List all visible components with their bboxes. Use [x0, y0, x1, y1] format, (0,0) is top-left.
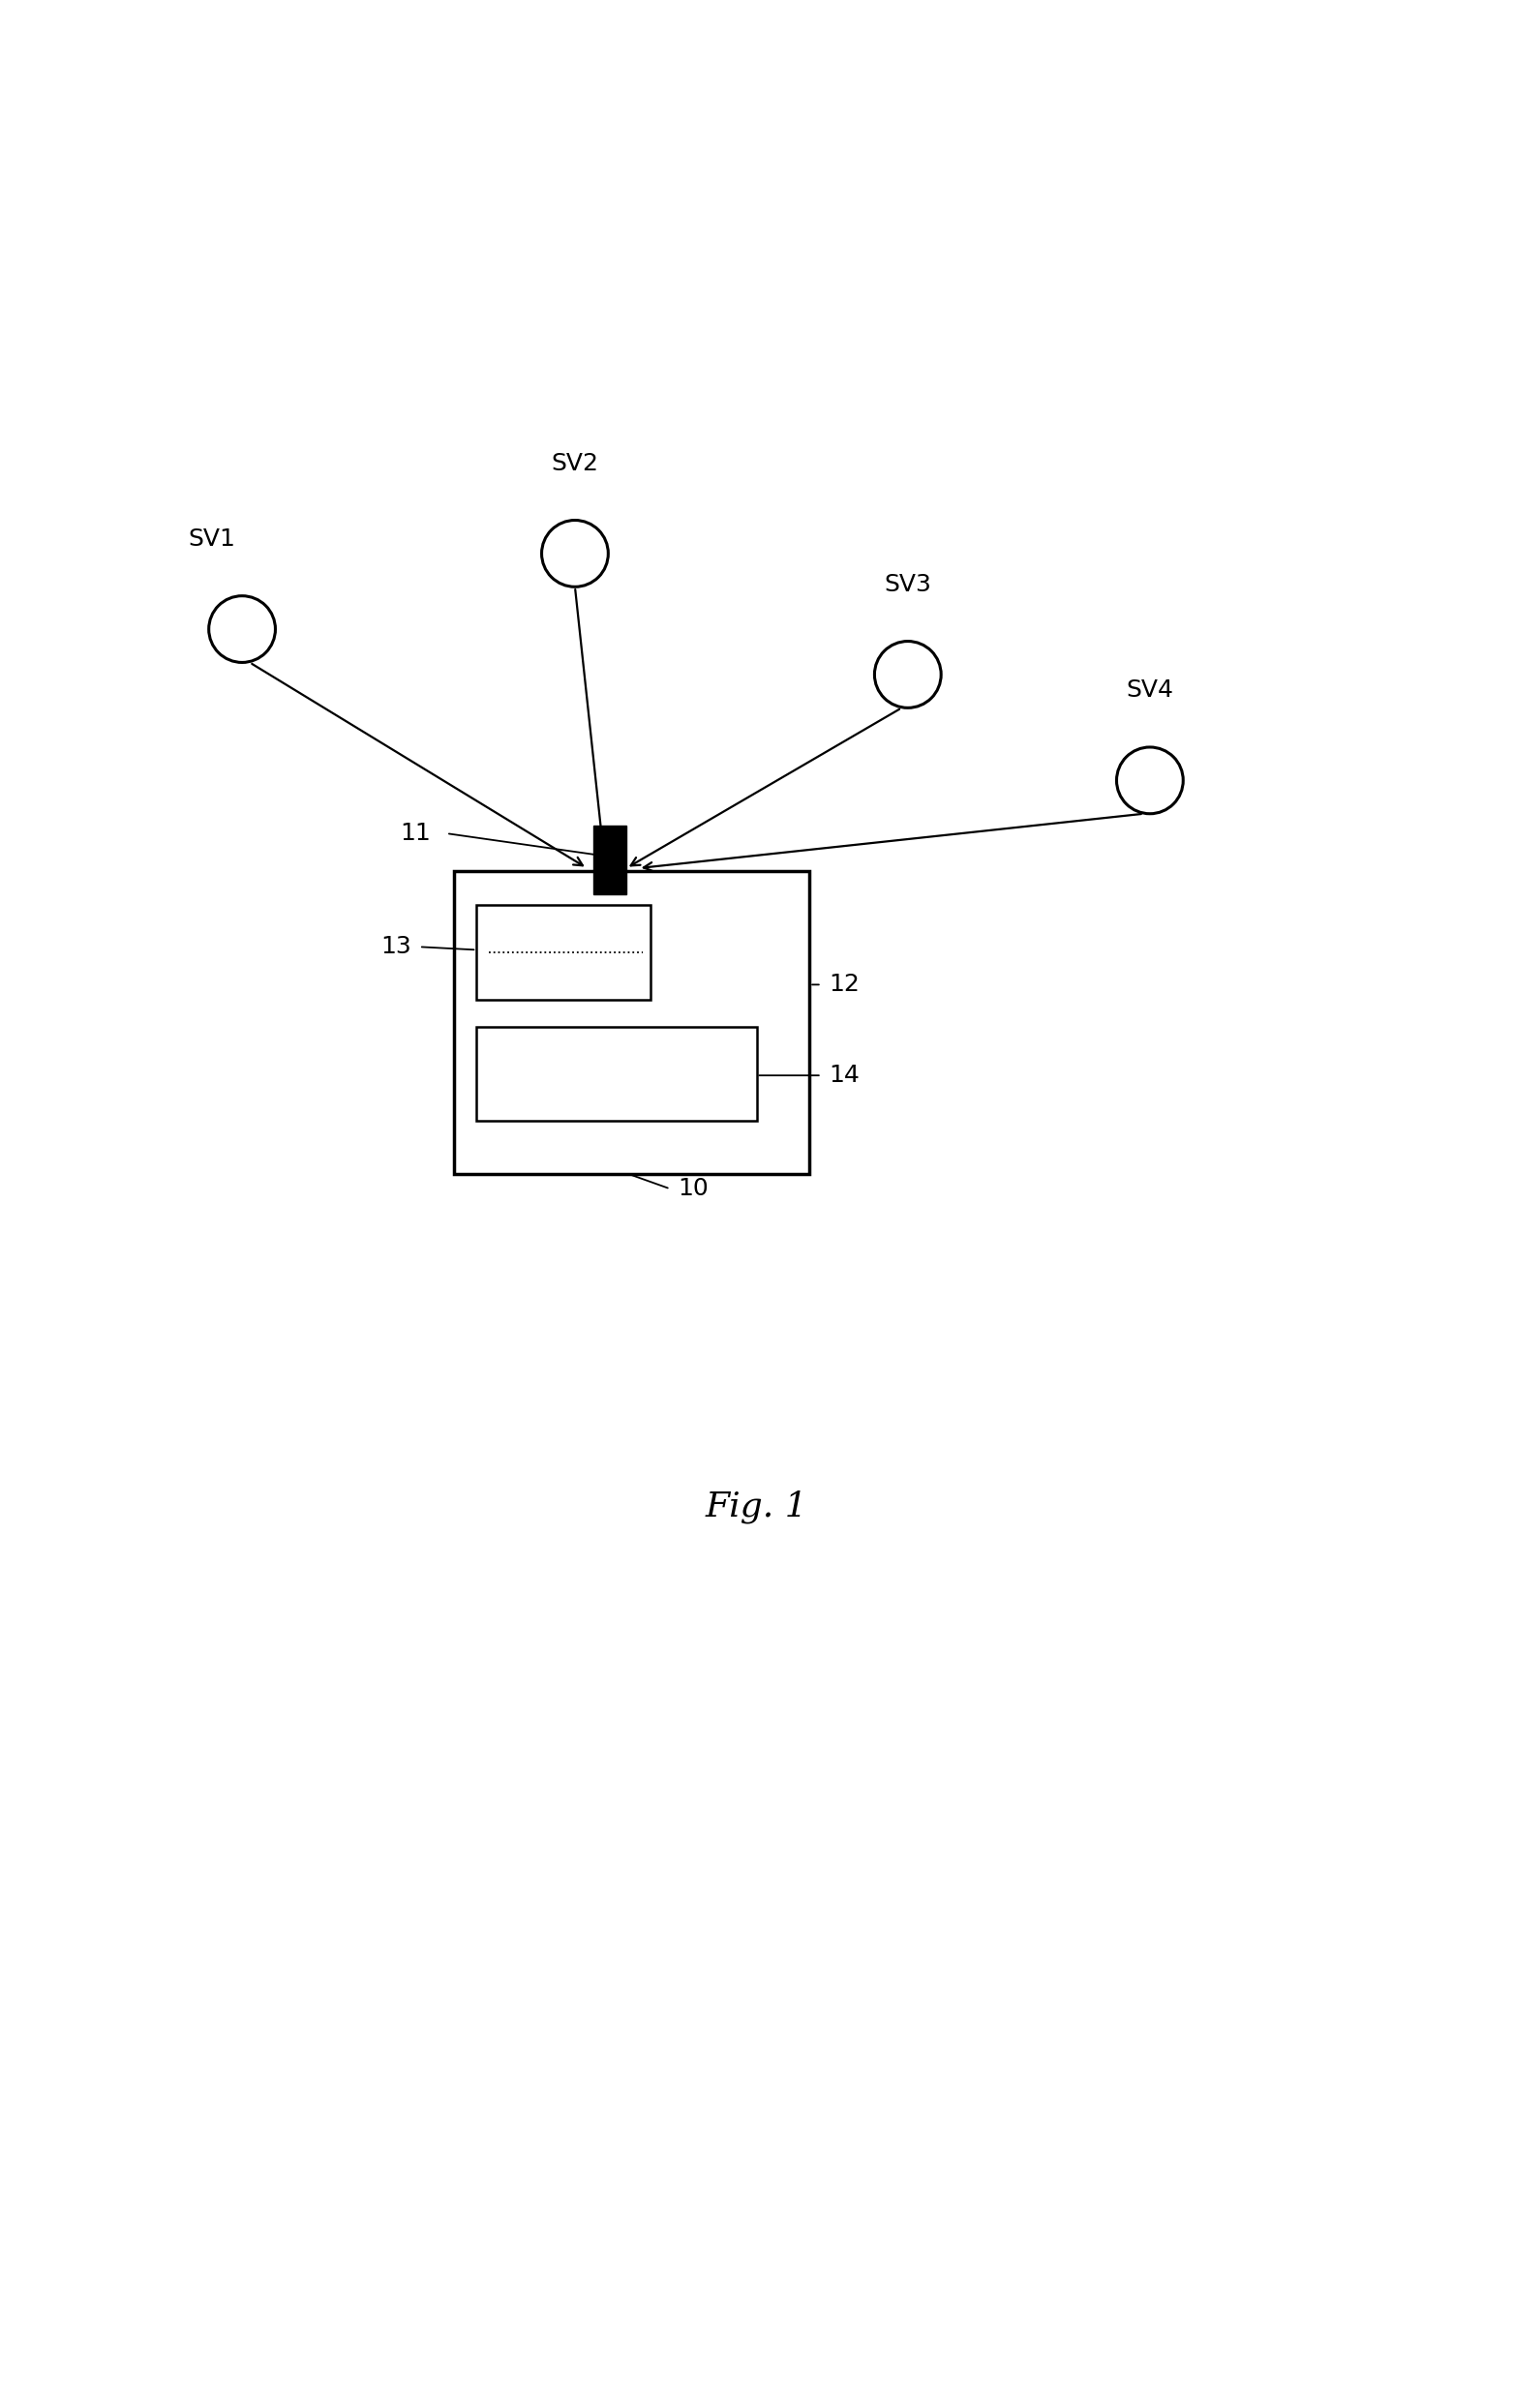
Text: SV3: SV3 [884, 573, 932, 595]
Text: SV4: SV4 [1126, 679, 1174, 701]
Text: Fig. 1: Fig. 1 [705, 1491, 808, 1524]
Text: 12: 12 [829, 973, 859, 997]
Text: 10: 10 [678, 1178, 708, 1202]
Bar [454, 872, 809, 1173]
Text: 13: 13 [381, 934, 412, 958]
Bar [477, 1026, 756, 1120]
Text: SV1: SV1 [188, 527, 236, 551]
Text: 14: 14 [829, 1064, 859, 1086]
Bar [477, 905, 651, 999]
Text: 11: 11 [401, 821, 431, 845]
Bar [593, 826, 626, 893]
Text: SV2: SV2 [551, 453, 599, 474]
